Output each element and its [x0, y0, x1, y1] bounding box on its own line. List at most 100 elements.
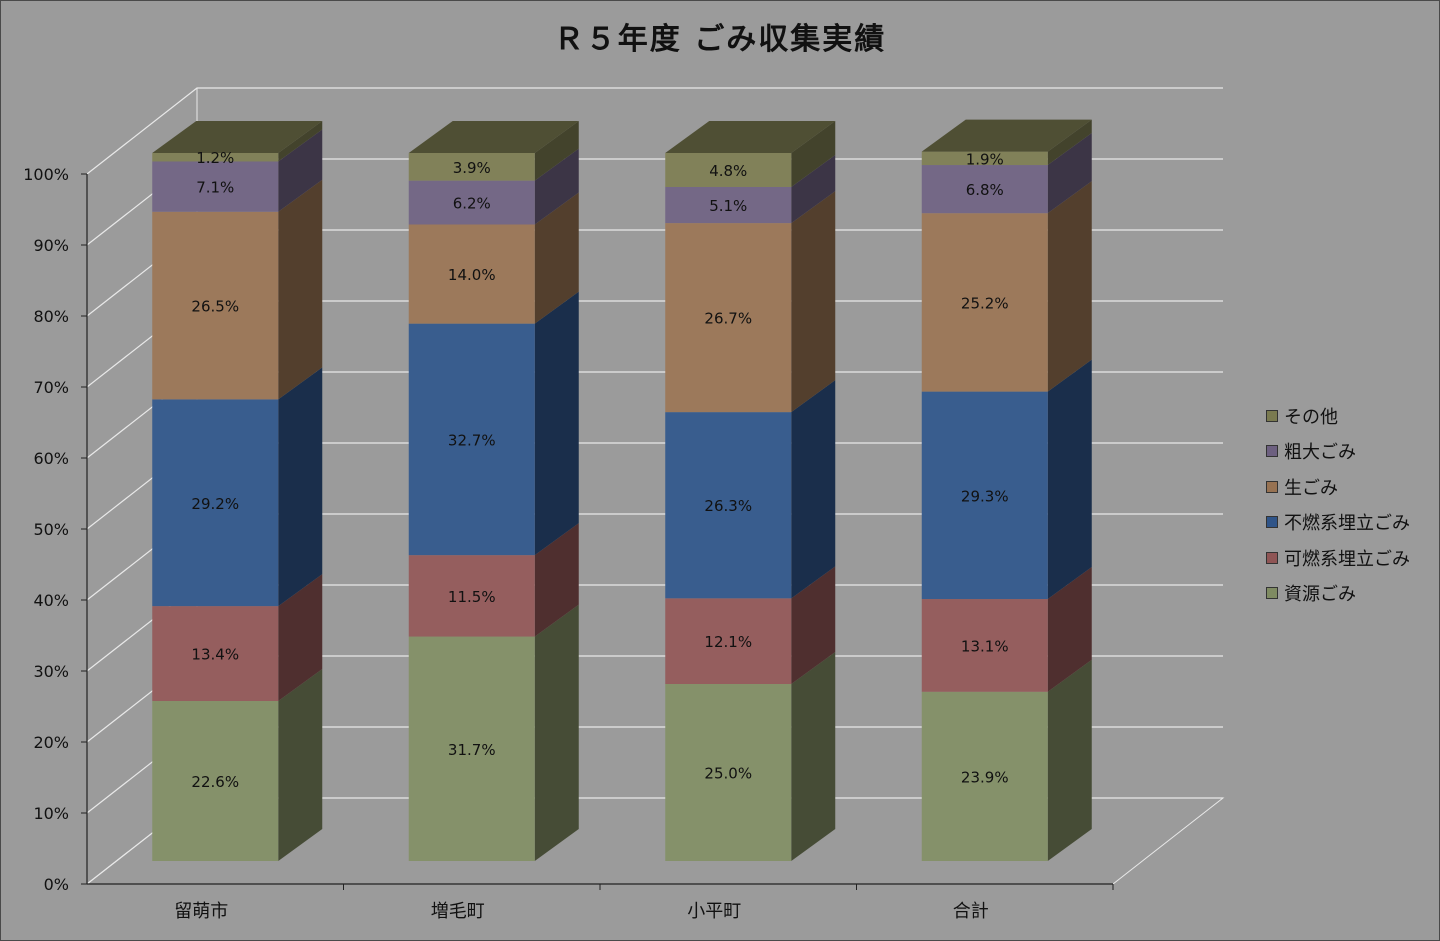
data-label: 25.0%: [704, 765, 752, 783]
y-tick-label: 90%: [33, 236, 69, 255]
data-label: 4.8%: [709, 162, 747, 180]
x-tick-label: 合計: [953, 901, 989, 922]
bar-front: [408, 555, 535, 637]
bar-front: [921, 391, 1048, 600]
legend-label: 不燃系埋立ごみ: [1284, 513, 1410, 535]
legend-item: 粗大ごみ: [1266, 434, 1410, 470]
bar-front: [921, 165, 1048, 214]
bar-side: [278, 121, 323, 162]
bar-front: [408, 153, 535, 181]
data-label: 3.9%: [453, 159, 491, 177]
bar-segment: [408, 121, 579, 181]
x-tick-label: 留萌市: [174, 901, 228, 922]
bar-front: [408, 323, 535, 556]
bar-side: [791, 191, 836, 413]
bar-side: [791, 380, 836, 599]
legend-item: 生ごみ: [1266, 469, 1410, 505]
data-label: 23.9%: [961, 768, 1009, 786]
y-tick-label: 20%: [33, 733, 69, 752]
bar-segment: [408, 604, 579, 861]
legend-item: その他: [1266, 398, 1410, 434]
data-label: 6.2%: [453, 195, 491, 213]
legend-label: その他: [1284, 406, 1338, 428]
bar-segment: [921, 119, 1092, 166]
bar-front: [408, 224, 535, 324]
bar-side: [791, 566, 836, 684]
bar-side: [534, 604, 579, 861]
bar-side: [791, 121, 836, 187]
bar-side: [278, 179, 323, 400]
data-label: 6.8%: [966, 181, 1004, 199]
bar-side: [1047, 567, 1092, 692]
bar-side: [534, 291, 579, 556]
legend-item: 不燃系埋立ごみ: [1266, 505, 1410, 541]
legend-label: 資源ごみ: [1284, 584, 1356, 606]
bar-side: [791, 652, 836, 861]
bar-top: [152, 121, 323, 153]
bar-side: [278, 668, 323, 861]
bar-segment: [665, 191, 836, 413]
bar-segment: [665, 380, 836, 599]
legend-swatch: [1266, 445, 1278, 458]
data-label: 13.1%: [961, 637, 1009, 655]
bar-front: [152, 211, 279, 400]
bar-segment: [408, 523, 579, 637]
chart-legend: その他粗大ごみ生ごみ不燃系埋立ごみ 可燃系埋立ごみ 資源ごみ: [1266, 398, 1410, 611]
bar-segment: [921, 181, 1092, 392]
data-label: 26.3%: [704, 497, 752, 515]
gridline: [86, 87, 1223, 175]
bar-segment: [152, 367, 323, 607]
data-label: 7.1%: [196, 179, 234, 197]
bar-front: [921, 151, 1048, 166]
x-tick-label: 小平町: [687, 901, 741, 922]
legend-item: 資源ごみ: [1266, 576, 1410, 612]
bar-segment: [408, 192, 579, 324]
bar-front: [665, 153, 792, 187]
legend-swatch: [1266, 480, 1278, 493]
data-label: 32.7%: [448, 431, 496, 449]
bar-segment: [921, 359, 1092, 600]
bar-side: [534, 523, 579, 637]
bar-side: [534, 148, 579, 225]
legend-swatch: [1266, 516, 1278, 529]
bar-segment: [152, 668, 323, 861]
bar-front: [921, 213, 1048, 392]
bar-top: [665, 121, 836, 153]
bar-segment: [152, 129, 323, 212]
y-tick-label: 60%: [33, 449, 69, 468]
legend-label: 可燃系埋立ごみ: [1284, 548, 1410, 570]
data-label: 1.9%: [966, 150, 1004, 168]
data-label: 29.3%: [961, 487, 1009, 505]
data-label: 5.1%: [709, 197, 747, 215]
bar-side: [1047, 133, 1092, 214]
bar-side: [278, 367, 323, 607]
bar-front: [408, 180, 535, 225]
bar-side: [1047, 181, 1092, 392]
y-tick-label: 100%: [23, 165, 69, 184]
bar-segment: [921, 133, 1092, 214]
bar-front: [152, 606, 279, 701]
bar-segment: [665, 566, 836, 684]
bar-segment: [921, 659, 1092, 861]
legend-swatch: [1266, 551, 1278, 564]
data-label: 31.7%: [448, 741, 496, 759]
y-tick-label: 30%: [33, 662, 69, 681]
y-tick-label: 10%: [33, 804, 69, 823]
data-label: 26.5%: [191, 298, 239, 316]
bar-segment: [665, 652, 836, 861]
legend-swatch: [1266, 409, 1278, 422]
bar-front: [921, 599, 1048, 692]
bar-front: [152, 161, 279, 212]
bar-segment: [408, 148, 579, 225]
legend-label: 粗大ごみ: [1284, 442, 1356, 464]
bar-segment: [152, 574, 323, 701]
bar-segment: [665, 121, 836, 187]
bar-segment: [665, 154, 836, 224]
bar-front: [152, 700, 279, 861]
bar-front: [665, 223, 792, 413]
y-tick-label: 50%: [33, 520, 69, 539]
data-label: 12.1%: [704, 633, 752, 651]
data-label: 29.2%: [191, 495, 239, 513]
bar-side: [534, 192, 579, 324]
bar-front: [665, 598, 792, 684]
